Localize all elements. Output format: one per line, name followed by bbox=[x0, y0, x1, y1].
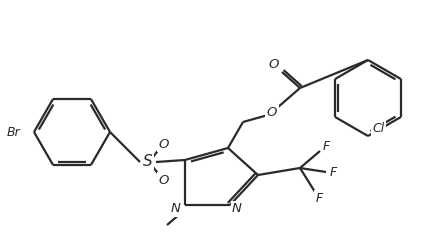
Text: F: F bbox=[323, 139, 330, 153]
Text: O: O bbox=[269, 58, 279, 70]
Text: F: F bbox=[329, 165, 336, 179]
Text: Br: Br bbox=[6, 125, 20, 138]
Text: O: O bbox=[267, 105, 277, 119]
Text: N: N bbox=[171, 203, 181, 216]
Text: S: S bbox=[143, 155, 153, 169]
Text: O: O bbox=[159, 137, 169, 151]
Text: F: F bbox=[315, 191, 323, 205]
Text: Cl: Cl bbox=[372, 122, 384, 134]
Text: O: O bbox=[159, 174, 169, 186]
Text: N: N bbox=[232, 203, 242, 216]
